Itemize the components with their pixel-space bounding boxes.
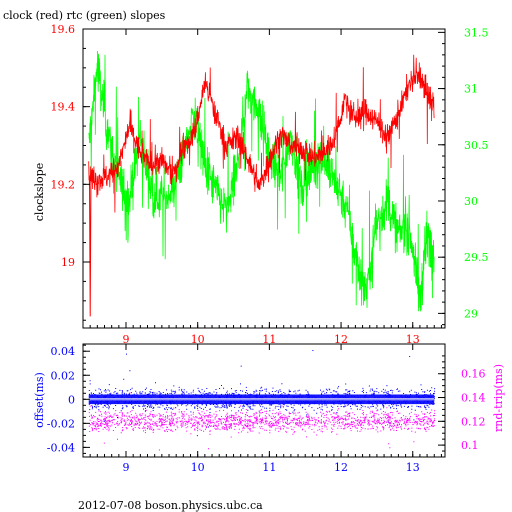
rtc-tick-label: 29	[464, 307, 478, 320]
offset-tick-label: -0.02	[47, 417, 75, 430]
offset-tick-label: 0.02	[51, 369, 76, 382]
bottom-x-tick-label: 9	[123, 461, 130, 474]
offset-rndtrip-axes: 9 10 11 12 13 0.04 0.02 0 -0.02 -0.04 0.16 0.14 0.12…	[47, 344, 486, 474]
top-x-tick-label: 10	[191, 333, 205, 346]
rtc-tick-label: 31	[464, 83, 478, 96]
clock-rtc-data	[88, 50, 435, 317]
rndtrip-axis-label: rnd-trip(ms)	[492, 364, 505, 432]
top-x-tick-label: 12	[334, 333, 348, 346]
offset-tick-label: -0.04	[47, 441, 75, 454]
rndtrip-scatter	[88, 392, 436, 458]
clockslope-tick-label: 19.4	[51, 101, 76, 114]
offset-outlier	[312, 350, 314, 352]
clockslope-tick-label: 19.2	[51, 178, 76, 191]
offset-rndtrip-frame	[82, 343, 446, 458]
clock-rtc-panel: 9 10 11 12 13 19 19.2 19.4 19.6 29 29.5 30 30.5 31 31.…	[33, 23, 489, 346]
rtc-tick-label: 30	[464, 195, 478, 208]
clock-rtc-axes: 9 10 11 12 13 19 19.2 19.4 19.6 29 29.5 30 30.5 31 31.…	[51, 23, 489, 346]
rtc-tick-label: 31.5	[464, 26, 489, 39]
offset-core-band	[88, 394, 435, 405]
rtc-series-line	[88, 50, 435, 312]
offset-tick-label: 0.04	[51, 345, 76, 358]
bottom-x-tick-label: 12	[334, 461, 348, 474]
rndtrip-tick-label: 0.1	[461, 439, 479, 452]
offset-outlier	[126, 353, 128, 355]
bottom-x-tick-label: 13	[406, 461, 420, 474]
offset-tick-label: 0	[68, 393, 75, 406]
offset-outlier	[409, 356, 411, 358]
rtc-tick-label: 30.5	[464, 139, 489, 152]
top-x-tick-label: 13	[406, 333, 420, 346]
bottom-x-tick-label: 10	[191, 461, 205, 474]
offset-rndtrip-panel: 9 10 11 12 13 0.04 0.02 0 -0.02 -0.04 0.16 0.14 0.12…	[33, 343, 505, 474]
rndtrip-tick-label: 0.16	[461, 368, 486, 381]
rndtrip-tick-label: 0.14	[461, 392, 486, 405]
rndtrip-tick-label: 0.12	[461, 415, 486, 428]
bottom-x-tick-label: 11	[262, 461, 276, 474]
offset-outlier	[240, 365, 242, 367]
clock-series-line	[88, 54, 435, 213]
clockslope-tick-label: 19	[61, 256, 75, 269]
footer-text: 2012-07-08 boson.physics.ubc.ca	[78, 499, 263, 512]
top-x-tick-label: 11	[262, 333, 276, 346]
clockslope-axis-label: clockslope	[33, 163, 46, 221]
top-x-tick-label: 9	[123, 333, 130, 346]
clockslope-tick-label: 19.6	[51, 23, 76, 36]
clock-spike	[89, 176, 92, 317]
rtc-tick-label: 29.5	[464, 251, 489, 264]
figure-title: clock (red) rtc (green) slopes	[3, 9, 166, 22]
offset-axis-label: offset(ms)	[33, 372, 46, 428]
offset-rndtrip-data	[88, 350, 436, 458]
